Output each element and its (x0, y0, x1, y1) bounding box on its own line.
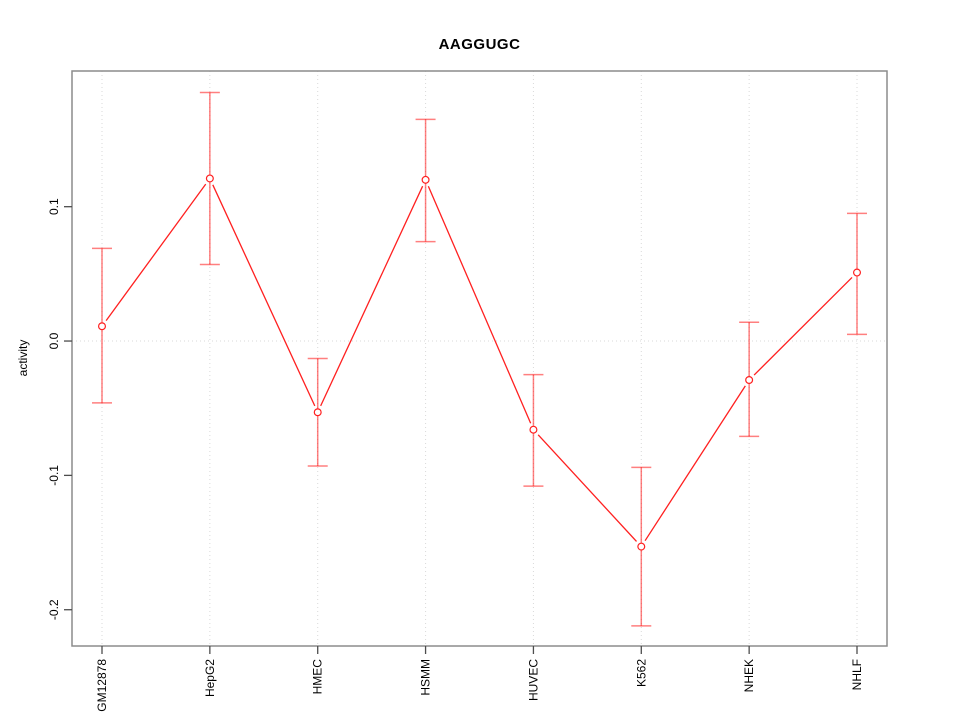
y-tick-label: 0.0 (47, 332, 61, 349)
series-segment (644, 385, 746, 542)
data-point (637, 542, 646, 551)
x-tick-label: NHLF (850, 659, 864, 690)
y-tick-label: 0.1 (47, 198, 61, 215)
x-tick-label: K562 (634, 659, 648, 687)
series-segment (427, 185, 532, 424)
series-segment (105, 183, 207, 321)
x-tick-label: NHEK (742, 659, 756, 692)
x-tick-label: HMEC (311, 659, 325, 695)
plot-box (71, 70, 888, 647)
data-point (97, 322, 106, 331)
chart-title: AAGGUGC (438, 36, 521, 53)
x-tick-label: HepG2 (203, 659, 217, 697)
x-tick-label: HUVEC (526, 659, 540, 701)
series-segment (537, 434, 638, 542)
data-point (205, 174, 214, 183)
x-tick-label: HSMM (419, 659, 433, 696)
data-point (529, 425, 538, 434)
y-tick-label: -0.1 (47, 465, 61, 486)
series-segment (212, 184, 316, 407)
data-point (313, 408, 322, 417)
x-tick-label: GM12878 (95, 659, 109, 712)
data-point (852, 268, 861, 277)
series-segment (753, 276, 853, 376)
series-segment (320, 185, 424, 407)
data-point (421, 175, 430, 184)
data-point (745, 375, 754, 384)
y-tick-label: -0.2 (47, 599, 61, 620)
